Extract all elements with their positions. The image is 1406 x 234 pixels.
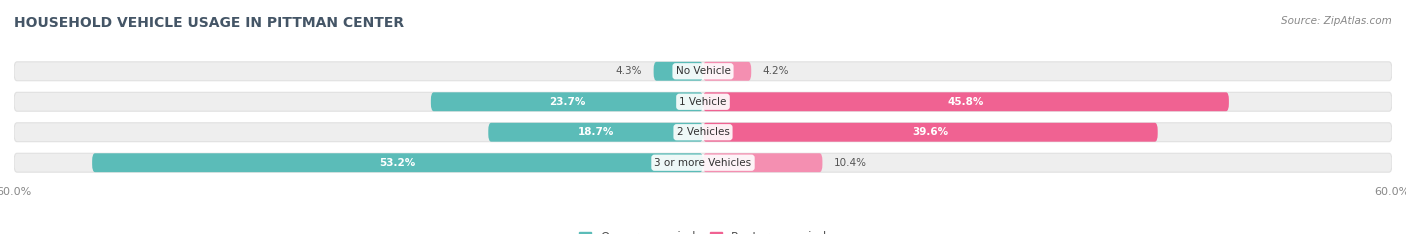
FancyBboxPatch shape [654, 62, 703, 81]
Text: 18.7%: 18.7% [578, 127, 614, 137]
FancyBboxPatch shape [703, 123, 1157, 142]
FancyBboxPatch shape [14, 153, 1392, 172]
Text: 23.7%: 23.7% [548, 97, 585, 107]
FancyBboxPatch shape [488, 123, 703, 142]
Legend: Owner-occupied, Renter-occupied: Owner-occupied, Renter-occupied [574, 226, 832, 234]
Text: 4.2%: 4.2% [762, 66, 789, 76]
FancyBboxPatch shape [703, 62, 751, 81]
Text: 39.6%: 39.6% [912, 127, 949, 137]
Text: 4.3%: 4.3% [616, 66, 643, 76]
Text: 2 Vehicles: 2 Vehicles [676, 127, 730, 137]
Text: 1 Vehicle: 1 Vehicle [679, 97, 727, 107]
Text: 10.4%: 10.4% [834, 158, 868, 168]
FancyBboxPatch shape [14, 123, 1392, 142]
FancyBboxPatch shape [14, 62, 1392, 81]
FancyBboxPatch shape [14, 92, 1392, 111]
Text: 45.8%: 45.8% [948, 97, 984, 107]
Text: 53.2%: 53.2% [380, 158, 416, 168]
FancyBboxPatch shape [430, 92, 703, 111]
FancyBboxPatch shape [703, 153, 823, 172]
Text: Source: ZipAtlas.com: Source: ZipAtlas.com [1281, 16, 1392, 26]
Text: No Vehicle: No Vehicle [675, 66, 731, 76]
FancyBboxPatch shape [93, 153, 703, 172]
Text: 3 or more Vehicles: 3 or more Vehicles [654, 158, 752, 168]
FancyBboxPatch shape [703, 92, 1229, 111]
Text: HOUSEHOLD VEHICLE USAGE IN PITTMAN CENTER: HOUSEHOLD VEHICLE USAGE IN PITTMAN CENTE… [14, 16, 404, 30]
